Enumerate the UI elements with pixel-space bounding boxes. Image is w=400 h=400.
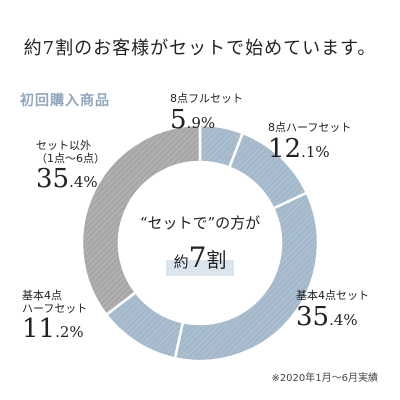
center-line2: 約7割 <box>165 241 235 276</box>
slice-value-int-3: 11 <box>22 314 56 345</box>
section-label: 初回購入商品 <box>20 93 110 109</box>
slice-name-0: 8点フルセット <box>170 92 243 105</box>
slice-label-0: 8点フルセット 5.9% <box>170 92 243 136</box>
footnote: ※2020年1月〜6月実績 <box>271 373 378 384</box>
center-caption: “セットで”の方が 約7割 <box>130 212 270 276</box>
center-line1: “セットで”の方が <box>139 214 261 232</box>
slice-label-2: 基本4点セット 35.4% <box>296 289 369 333</box>
slice-name-2: 基本4点セット <box>296 289 369 302</box>
slice-value-dec-1: .1% <box>301 142 330 161</box>
slice-value-dec-4: .4% <box>69 173 98 192</box>
center-suffix: 割 <box>206 248 227 272</box>
slice-label-4: セット以外 （1点〜6点） 35.4% <box>36 139 105 195</box>
slice-name2-3: ハーフセット <box>22 301 88 315</box>
slice-value-int-0: 5 <box>170 104 187 135</box>
slice-value-int-1: 12 <box>268 133 302 164</box>
headline: 約7割のお客様がセットで始めています。 <box>23 38 377 59</box>
slice-value-int-4: 35 <box>36 164 70 195</box>
slice-name-4: セット以外 <box>36 139 91 152</box>
slice-value-dec-3: .2% <box>55 323 84 342</box>
slice-value-int-2: 35 <box>296 301 330 332</box>
slice-value-dec-0: .9% <box>186 113 216 132</box>
slice-label-3: 基本4点 ハーフセット 11.2% <box>22 289 88 345</box>
slice-name-1: 8点ハーフセット <box>268 121 352 134</box>
donut-slice-4 <box>80 123 202 317</box>
center-number: 7 <box>188 241 207 274</box>
slice-name2-4: （1点〜6点） <box>36 151 105 165</box>
slice-name-3: 基本4点 <box>22 289 62 302</box>
slice-label-1: 8点ハーフセット 12.1% <box>268 121 352 165</box>
center-prefix: 約 <box>173 253 189 271</box>
slice-value-dec-2: .4% <box>329 310 358 329</box>
